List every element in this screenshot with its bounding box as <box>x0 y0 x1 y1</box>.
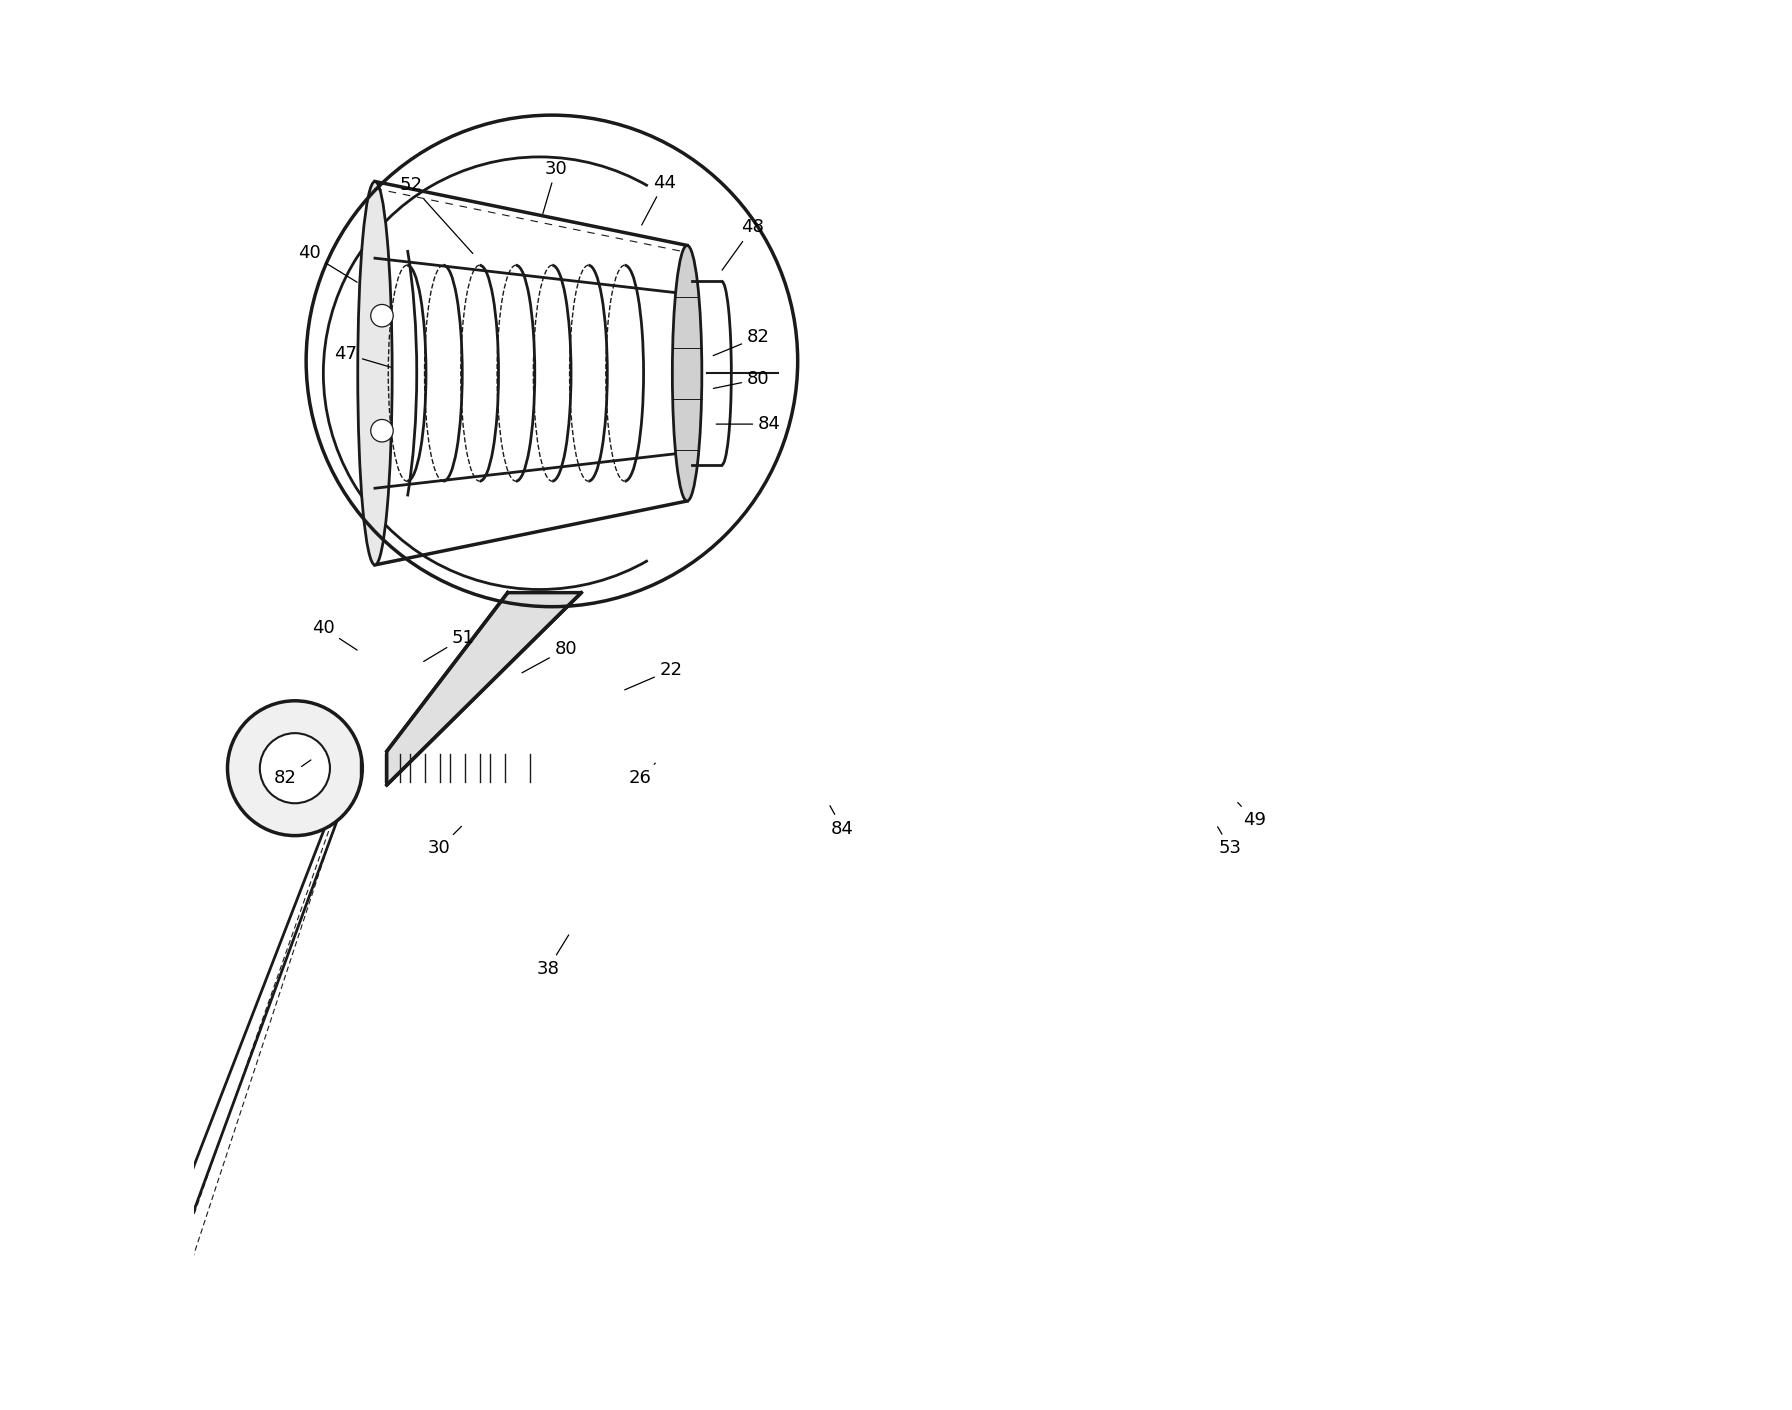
Text: 30: 30 <box>428 826 462 857</box>
Ellipse shape <box>358 182 392 565</box>
Text: 52: 52 <box>400 176 473 254</box>
Text: 84: 84 <box>717 415 781 433</box>
Text: 82: 82 <box>713 329 771 355</box>
Text: 22: 22 <box>625 661 683 689</box>
Text: 44: 44 <box>642 173 676 226</box>
Circle shape <box>228 701 362 836</box>
Text: 80: 80 <box>521 640 577 673</box>
Polygon shape <box>387 592 581 785</box>
Text: 38: 38 <box>536 935 568 979</box>
Text: 40: 40 <box>297 244 357 282</box>
Text: 49: 49 <box>1238 802 1265 829</box>
Text: 80: 80 <box>713 371 771 388</box>
Text: 40: 40 <box>312 619 357 650</box>
Text: 47: 47 <box>333 345 391 367</box>
Circle shape <box>371 305 392 327</box>
Text: 53: 53 <box>1217 826 1242 857</box>
Text: 26: 26 <box>629 763 656 787</box>
Text: 84: 84 <box>830 805 855 838</box>
Text: 82: 82 <box>274 760 310 787</box>
Text: 51: 51 <box>423 629 475 661</box>
Circle shape <box>260 733 330 804</box>
Ellipse shape <box>672 245 702 501</box>
Text: 30: 30 <box>543 159 568 213</box>
Circle shape <box>371 420 392 441</box>
Text: 48: 48 <box>722 219 763 271</box>
